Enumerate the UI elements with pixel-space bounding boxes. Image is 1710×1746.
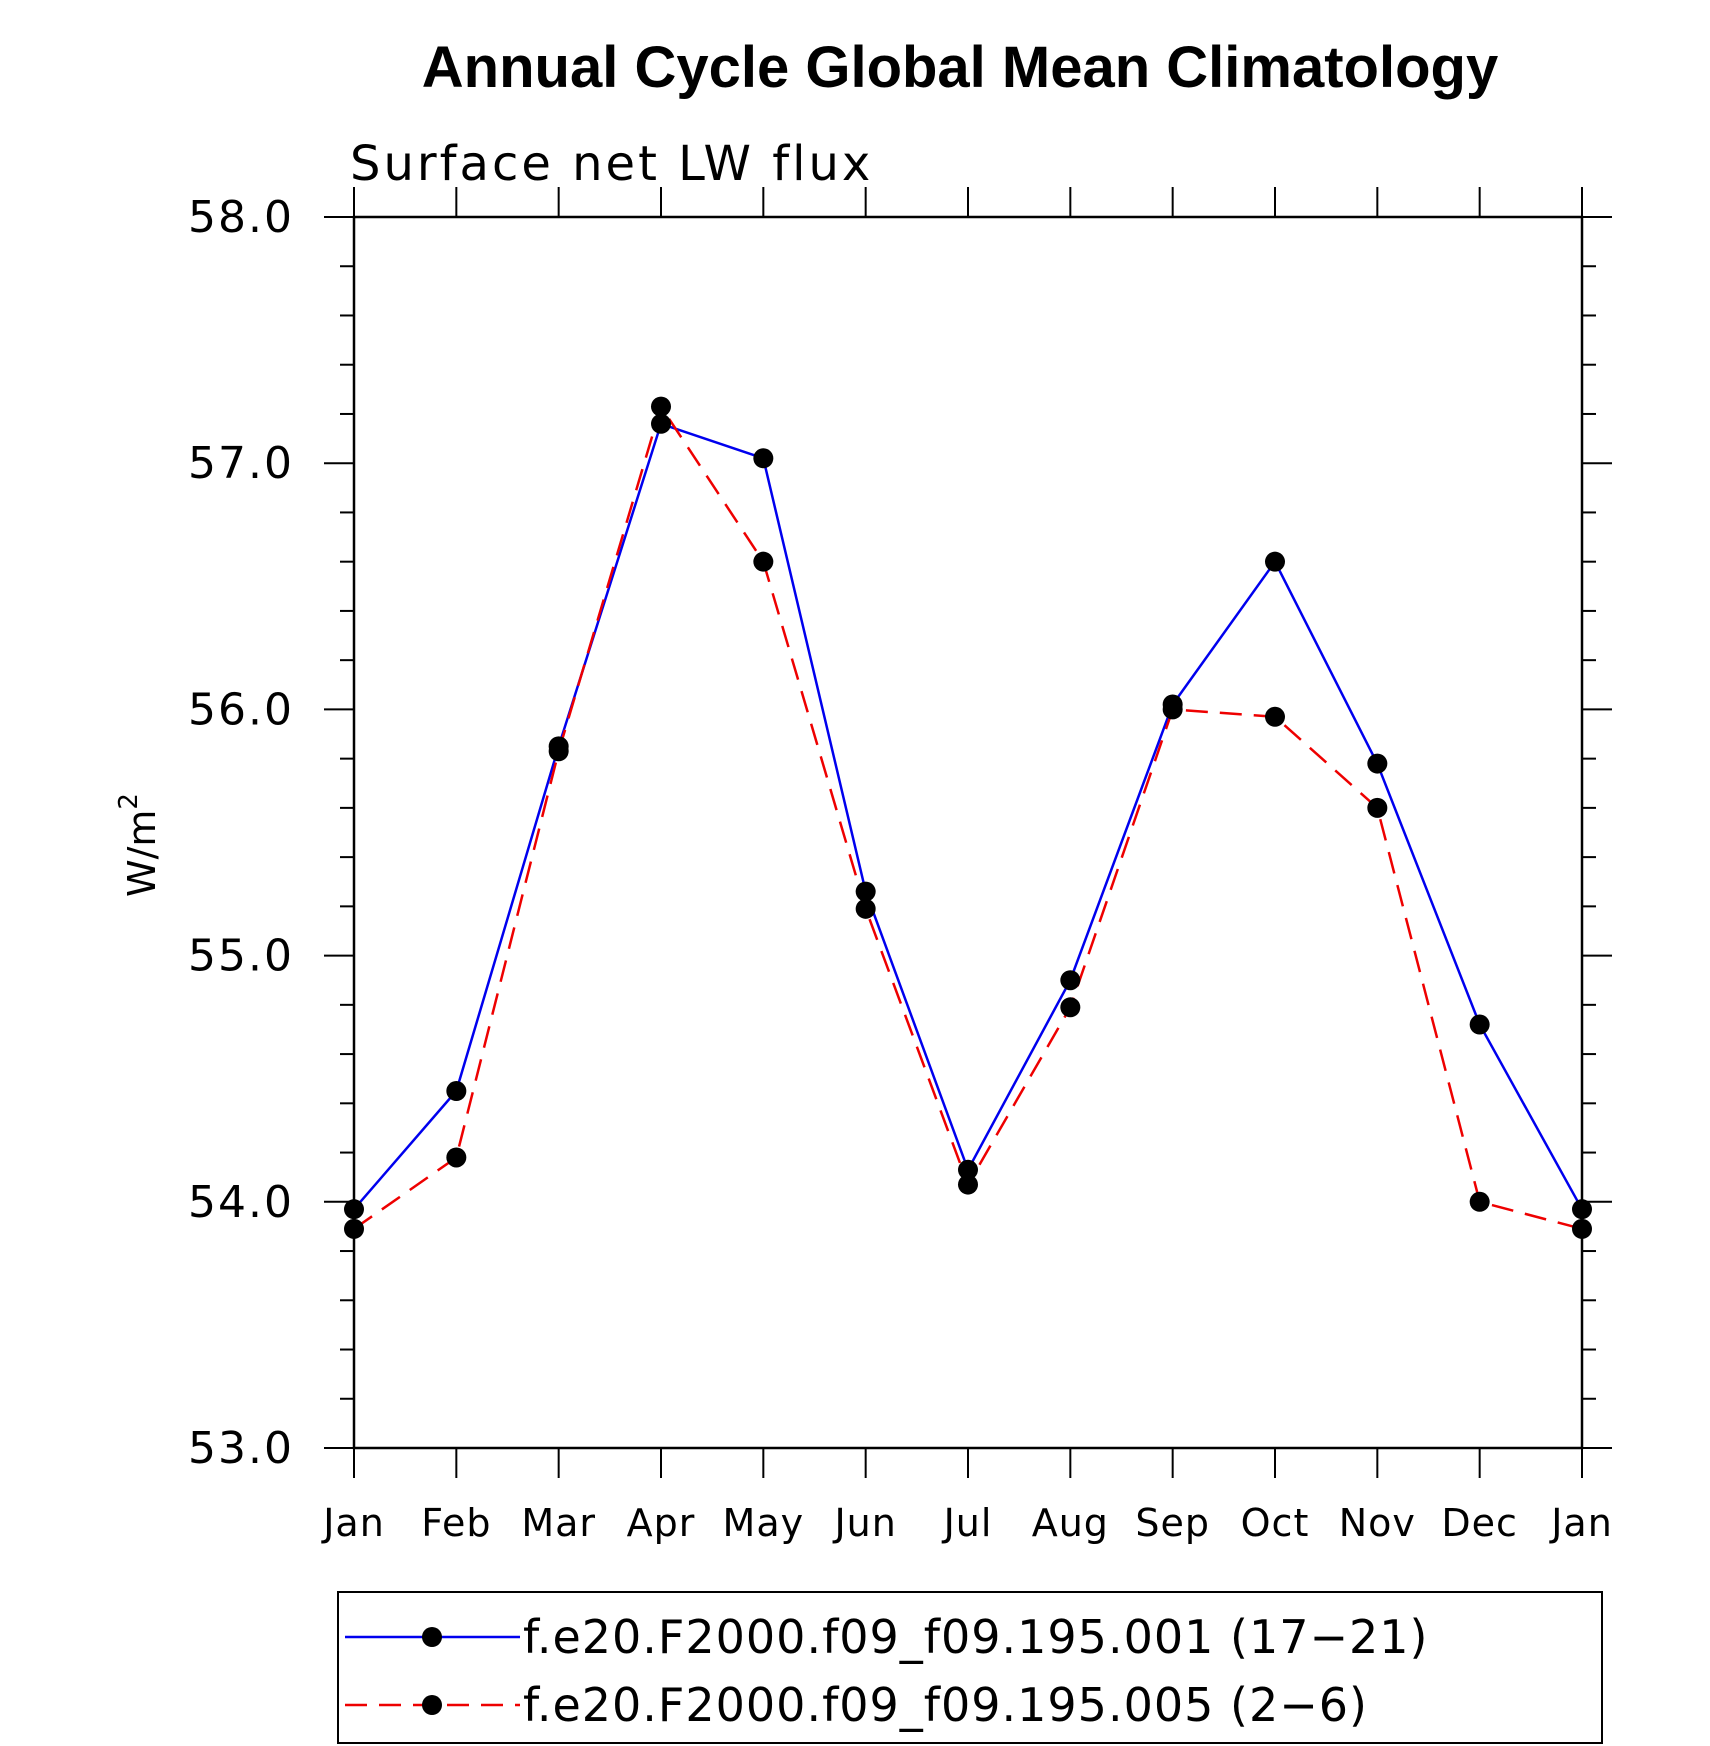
x-tick-label: Sep — [1135, 1501, 1210, 1545]
legend-marker-series-2 — [422, 1695, 442, 1715]
series-2-point — [344, 1218, 364, 1239]
x-tick-label: May — [723, 1501, 805, 1545]
legend-box — [337, 1591, 1603, 1744]
x-tick-label: Jun — [832, 1501, 896, 1545]
series-2-point — [958, 1174, 978, 1195]
x-tick-label: Feb — [421, 1501, 491, 1545]
series-1-point — [855, 881, 876, 902]
legend-marker-series-1 — [422, 1627, 442, 1647]
series-1-point — [1367, 753, 1388, 774]
y-tick-label: 56.0 — [188, 684, 294, 735]
y-axis-label-superscript: 2 — [114, 793, 144, 810]
series-1-point — [1572, 1199, 1592, 1220]
series-1-point — [753, 448, 774, 469]
x-tick-label: Aug — [1032, 1501, 1109, 1545]
series-2-point — [1367, 797, 1388, 818]
y-tick-label: 55.0 — [188, 931, 294, 982]
x-tick-label: Mar — [521, 1501, 596, 1545]
x-tick-label: Dec — [1441, 1501, 1518, 1545]
series-2-point — [548, 741, 569, 762]
plot-axes: 53.0 54.0 55.0 56.0 57.0 58.0 Jan Feb Mar Apr May J… — [188, 187, 1613, 1545]
series-2-point — [855, 898, 876, 919]
series-layer — [344, 396, 1592, 1239]
series-2-point — [651, 396, 671, 417]
x-tick-label: Nov — [1339, 1501, 1416, 1545]
x-tick-label: Apr — [627, 1501, 696, 1545]
series-2-point — [1572, 1218, 1592, 1239]
series-1-point — [1060, 970, 1081, 991]
series-line-1 — [353, 422, 1584, 1211]
series-1-point — [1469, 1014, 1490, 1035]
x-tick-label: Jul — [942, 1501, 993, 1545]
y-tick-label: 57.0 — [188, 438, 294, 489]
series-2-point — [1162, 699, 1183, 720]
series-1-point — [958, 1159, 978, 1180]
y-tick-label: 53.0 — [188, 1423, 294, 1474]
y-axis-label-unit: W/m — [120, 810, 164, 897]
series-2-point — [1265, 706, 1285, 727]
y-tick-label: 58.0 — [188, 192, 294, 243]
series-1-point — [1265, 551, 1285, 572]
y-axis-label: W/m2 — [114, 793, 164, 897]
y-tick-label: 54.0 — [188, 1177, 294, 1228]
series-2-point — [753, 551, 774, 572]
x-tick-label: Jan — [321, 1501, 385, 1545]
series-1-point — [651, 413, 671, 434]
series-1-point — [446, 1081, 467, 1102]
x-tick-label: Oct — [1241, 1501, 1310, 1545]
series-2-point — [446, 1147, 467, 1168]
chart-subtitle: Surface net LW flux — [350, 136, 873, 192]
x-tick-label: Jan — [1549, 1501, 1613, 1545]
series-2-point — [1469, 1191, 1490, 1212]
legend: f.e20.F2000.f09_f09.195.001 (17−21) f.e2… — [337, 1591, 1603, 1744]
chart-title: Annual Cycle Global Mean Climatology — [422, 35, 1498, 100]
series-1-point — [344, 1199, 364, 1220]
legend-label-series-1: f.e20.F2000.f09_f09.195.001 (17−21) — [523, 1610, 1429, 1664]
legend-label-series-2: f.e20.F2000.f09_f09.195.005 (2−6) — [523, 1678, 1368, 1732]
series-2-point — [1060, 997, 1081, 1018]
